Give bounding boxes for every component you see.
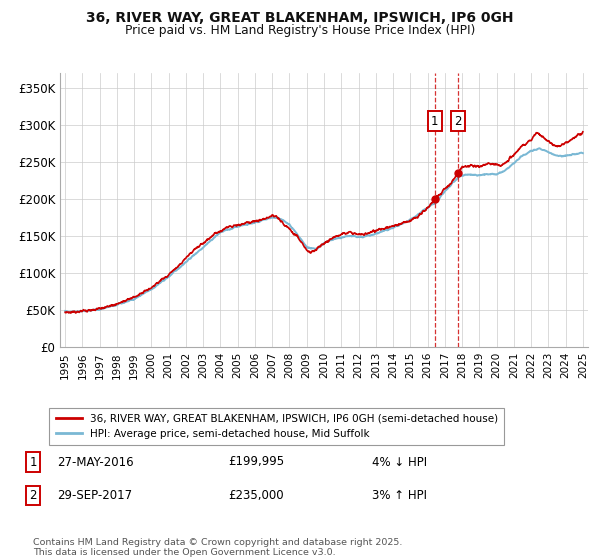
- Text: Price paid vs. HM Land Registry's House Price Index (HPI): Price paid vs. HM Land Registry's House …: [125, 24, 475, 36]
- Text: 29-SEP-2017: 29-SEP-2017: [57, 489, 132, 502]
- Text: 2: 2: [454, 114, 461, 128]
- Text: 4% ↓ HPI: 4% ↓ HPI: [372, 455, 427, 469]
- Text: 3% ↑ HPI: 3% ↑ HPI: [372, 489, 427, 502]
- Text: £235,000: £235,000: [228, 489, 284, 502]
- Text: Contains HM Land Registry data © Crown copyright and database right 2025.
This d: Contains HM Land Registry data © Crown c…: [33, 538, 403, 557]
- Text: £199,995: £199,995: [228, 455, 284, 469]
- Text: 36, RIVER WAY, GREAT BLAKENHAM, IPSWICH, IP6 0GH: 36, RIVER WAY, GREAT BLAKENHAM, IPSWICH,…: [86, 11, 514, 25]
- Legend: 36, RIVER WAY, GREAT BLAKENHAM, IPSWICH, IP6 0GH (semi-detached house), HPI: Ave: 36, RIVER WAY, GREAT BLAKENHAM, IPSWICH,…: [49, 408, 505, 445]
- Text: 2: 2: [29, 489, 37, 502]
- Text: 1: 1: [29, 455, 37, 469]
- Text: 27-MAY-2016: 27-MAY-2016: [57, 455, 134, 469]
- Text: 1: 1: [431, 114, 439, 128]
